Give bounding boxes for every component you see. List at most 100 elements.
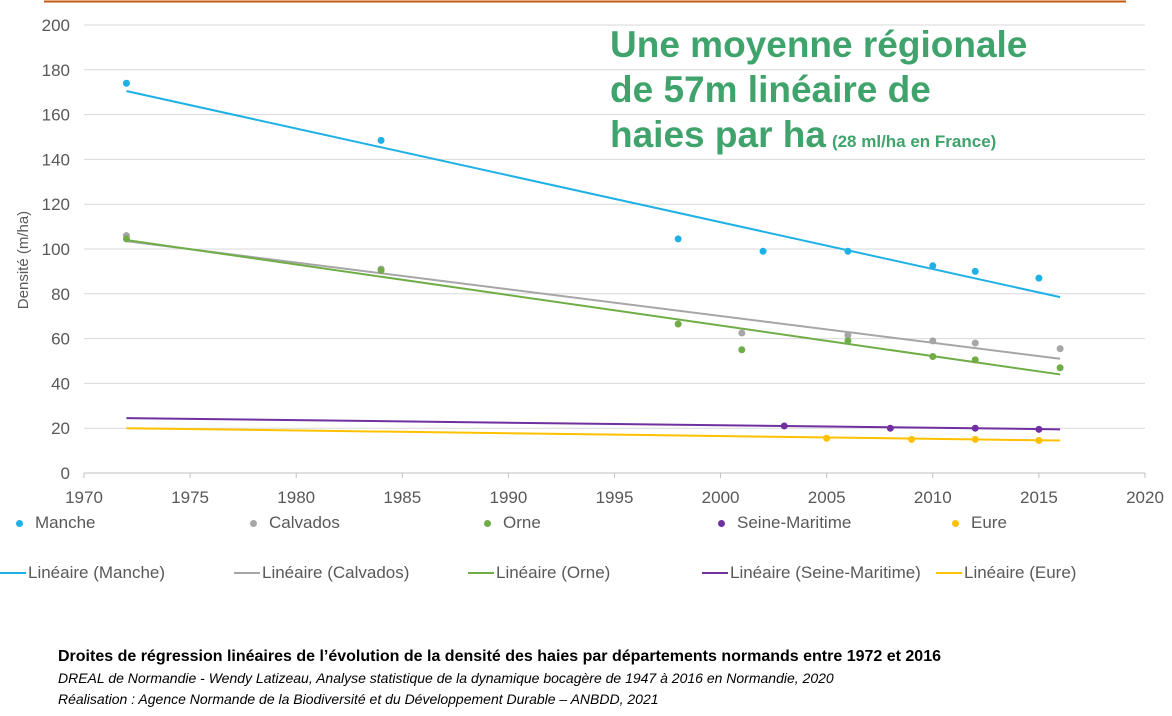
legend-item-calvados-swatch [250,519,257,527]
caption-credit: Réalisation : Agence Normande de la Biod… [58,691,659,707]
legend-item-linear-manche-label: Linéaire (Manche) [28,563,166,582]
y-tick-label-160: 160 [42,106,70,125]
legend-item-linear-orne: Linéaire (Orne) [468,563,610,583]
point-seine-maritime-2008 [886,424,894,432]
legend-item-linear-seine-maritime: Linéaire (Seine-Maritime) [702,563,921,583]
legend-item-eure-swatch [952,519,959,527]
y-tick-label-100: 100 [42,240,70,259]
x-tick-label-2010: 2010 [914,488,952,507]
gridlines [84,24,1145,429]
point-orne-2001 [738,346,746,354]
x-tick-label-1985: 1985 [383,488,421,507]
point-seine-maritime-2003 [780,422,788,430]
point-calvados-2006 [844,331,852,339]
headline-line-1: Une moyenne régionale [610,24,1028,65]
legend-item-calvados-label: Calvados [269,513,340,532]
point-seine-maritime-2015 [1035,425,1043,433]
trendline-orne [126,239,1061,376]
y-axis-title: Densité (m/ha) [15,211,32,309]
y-tick-label-80: 80 [51,285,70,304]
point-orne-2006 [844,337,852,345]
legend-item-orne-label: Orne [503,513,541,532]
headline-line-2: de 57m linéaire de [610,69,931,110]
y-tick-label-60: 60 [51,330,70,349]
legend-item-eure: Eure [944,513,1007,533]
legend-item-seine-maritime-label: Seine-Maritime [737,513,852,532]
point-eure-2005 [823,434,831,442]
caption-source: DREAL de Normandie - Wendy Latizeau, Ana… [58,670,834,686]
headline-line-3: haies par ha (28 ml/ha en France) [610,112,1150,164]
point-manche-1998 [674,235,682,243]
x-tick-label-2015: 2015 [1020,488,1058,507]
point-eure-2015 [1035,437,1043,445]
x-tick-label-1970: 1970 [65,488,103,507]
point-orne-2010 [929,353,937,361]
point-calvados-2016 [1056,345,1064,353]
x-tick-label-1995: 1995 [596,488,634,507]
y-tick-label-120: 120 [42,195,70,214]
headline-line-3-text: haies par ha [610,114,826,155]
point-orne-1972 [122,235,130,243]
y-tick-label-180: 180 [42,61,70,80]
trendline-manche [126,90,1061,299]
legend-item-manche: Manche [8,513,95,533]
point-orne-2012 [971,356,979,364]
y-tick-label-140: 140 [42,150,70,169]
legend-item-linear-calvados-label: Linéaire (Calvados) [262,563,410,582]
point-manche-1984 [377,136,385,144]
point-manche-2010 [929,262,937,270]
headline-note: (28 ml/ha en France) [831,132,997,151]
headline: Une moyenne régionale de 57m linéaire de… [610,22,1150,164]
legend-item-linear-eure-swatch [936,572,962,574]
legend-item-linear-manche-swatch [0,572,26,574]
point-orne-1998 [674,320,682,328]
legend-item-linear-seine-maritime-label: Linéaire (Seine-Maritime) [730,563,921,582]
legend-item-linear-orne-swatch [468,572,494,574]
trendline-eure [126,427,1061,442]
point-manche-2002 [759,247,767,255]
data-points [122,79,1064,445]
y-tick-label-20: 20 [51,419,70,438]
legend-item-linear-calvados-swatch [234,572,260,574]
x-tick-label-1980: 1980 [277,488,315,507]
point-manche-2006 [844,247,852,255]
point-calvados-2010 [929,337,937,345]
legend-item-seine-maritime-swatch [718,519,725,527]
legend-item-linear-orne-label: Linéaire (Orne) [496,563,611,582]
y-tick-label-0: 0 [61,464,70,483]
legend-item-linear-manche: Linéaire (Manche) [0,563,165,583]
legend-item-orne: Orne [476,513,541,533]
x-tick-label-1975: 1975 [171,488,209,507]
legend-item-seine-maritime: Seine-Maritime [710,513,851,533]
trendline-seine-maritime [126,417,1061,431]
legend-item-linear-eure-label: Linéaire (Eure) [964,563,1077,582]
point-eure-2009 [908,435,916,443]
point-manche-2015 [1035,274,1043,282]
x-tick-label-2005: 2005 [808,488,846,507]
caption-title: Droites de régression linéaires de l’évo… [58,648,941,665]
legend-item-orne-swatch [484,519,491,527]
axes: 0 20 40 60 80 100 120 140 160 180 200 1970 1975 1980 1… [42,16,1164,507]
point-manche-1972 [122,79,130,87]
y-tick-label-200: 200 [42,16,70,35]
x-tick-label-2020: 2020 [1126,488,1164,507]
point-calvados-2001 [738,329,746,337]
point-orne-2016 [1056,364,1064,372]
legend-item-linear-eure: Linéaire (Eure) [936,563,1076,583]
legend-item-calvados: Calvados [242,513,340,533]
legend-item-manche-swatch [16,519,23,527]
caption: Droites de régression linéaires de l’évo… [58,646,1158,710]
legend-item-eure-label: Eure [971,513,1007,532]
point-seine-maritime-2012 [971,424,979,432]
point-orne-1984 [377,266,385,274]
point-eure-2012 [971,435,979,443]
point-calvados-2012 [971,339,979,347]
trendline-calvados [126,240,1061,360]
y-tick-label-40: 40 [51,374,70,393]
legend-item-linear-calvados: Linéaire (Calvados) [234,563,409,583]
trendlines [126,90,1061,442]
point-manche-2012 [971,267,979,275]
x-tick-label-2000: 2000 [702,488,740,507]
legend-item-linear-seine-maritime-swatch [702,572,728,574]
